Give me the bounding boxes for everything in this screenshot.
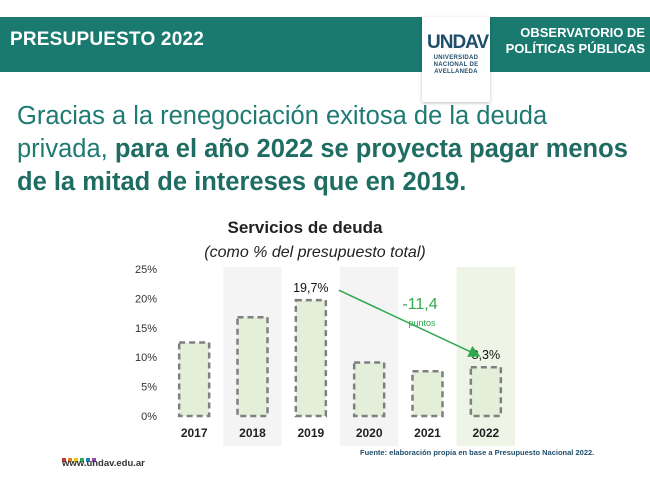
logo-mark: UNDAV bbox=[427, 32, 489, 53]
brand-dot bbox=[86, 458, 90, 462]
x-tick-label-2020: 2020 bbox=[356, 426, 383, 440]
brand-dot bbox=[62, 458, 66, 462]
x-tick-label-2018: 2018 bbox=[239, 426, 266, 440]
observatory-line-1: OBSERVATORIO DE bbox=[520, 25, 645, 40]
y-tick-label: 15% bbox=[135, 323, 157, 335]
brand-dot bbox=[80, 458, 84, 462]
header-band-left: PRESUPUESTO 2022 bbox=[0, 17, 422, 72]
brand-dot bbox=[74, 458, 78, 462]
change-arrow bbox=[338, 289, 481, 357]
logo-sub-line-2: NACIONAL DE bbox=[433, 62, 479, 68]
observatory-label: OBSERVATORIO DE POLÍTICAS PÚBLICAS bbox=[490, 25, 645, 57]
logo-sub-line-3: AVELLANEDA bbox=[434, 69, 478, 75]
bar-2019 bbox=[294, 298, 328, 418]
bar-2022 bbox=[469, 365, 503, 418]
y-tick-label: 20% bbox=[135, 293, 157, 305]
source-note: Fuente: elaboración propia en base a Pre… bbox=[360, 448, 595, 457]
value-label-2022: 8,3% bbox=[472, 348, 501, 362]
brand-dot bbox=[92, 458, 96, 462]
page-title: PRESUPUESTO 2022 bbox=[10, 29, 204, 50]
change-unit: puntos bbox=[408, 318, 436, 328]
bar-2021 bbox=[411, 370, 444, 418]
x-tick-label-2017: 2017 bbox=[181, 426, 208, 440]
change-value: -11,4 bbox=[402, 296, 437, 313]
website-url: www.undav.edu.ar bbox=[62, 458, 145, 469]
y-tick-label: 5% bbox=[141, 382, 157, 394]
chart-title: Servicios de deuda bbox=[227, 218, 383, 237]
column-band-2020 bbox=[340, 267, 399, 446]
bar-2017 bbox=[177, 341, 211, 418]
headline-bold: para el año 2022 se proyecta pagar menos… bbox=[17, 135, 628, 196]
y-tick-label: 10% bbox=[135, 352, 157, 364]
brand-dots bbox=[62, 449, 98, 467]
x-tick-label-2021: 2021 bbox=[414, 426, 441, 440]
column-band-2021 bbox=[398, 267, 457, 446]
observatory-line-2: POLÍTICAS PÚBLICAS bbox=[505, 41, 645, 56]
logo-subtitle: UNIVERSIDAD NACIONAL DE AVELLANEDA bbox=[425, 55, 487, 76]
y-tick-label: 25% bbox=[135, 264, 157, 276]
header-band-right bbox=[490, 17, 650, 72]
x-tick-label-2019: 2019 bbox=[297, 426, 324, 440]
header-bar: PRESUPUESTO 2022 OBSERVATORIO DE POLÍTIC… bbox=[0, 17, 650, 102]
bar-2020 bbox=[352, 361, 386, 418]
x-tick-label-2022: 2022 bbox=[472, 426, 499, 440]
chart-subtitle: (como % del presupuesto total) bbox=[204, 244, 426, 261]
value-label-2019: 19,7% bbox=[293, 281, 328, 295]
undav-logo: UNDAV UNIVERSIDAD NACIONAL DE AVELLANEDA bbox=[422, 17, 490, 102]
headline-light: Gracias a la renegociación exitosa de la… bbox=[17, 102, 548, 163]
logo-sub-line-1: UNIVERSIDAD bbox=[433, 55, 479, 61]
brand-dot bbox=[68, 458, 72, 462]
headline: Gracias a la renegociación exitosa de la… bbox=[17, 100, 642, 199]
bar-2018 bbox=[236, 315, 269, 418]
y-tick-label: 0% bbox=[141, 411, 157, 423]
